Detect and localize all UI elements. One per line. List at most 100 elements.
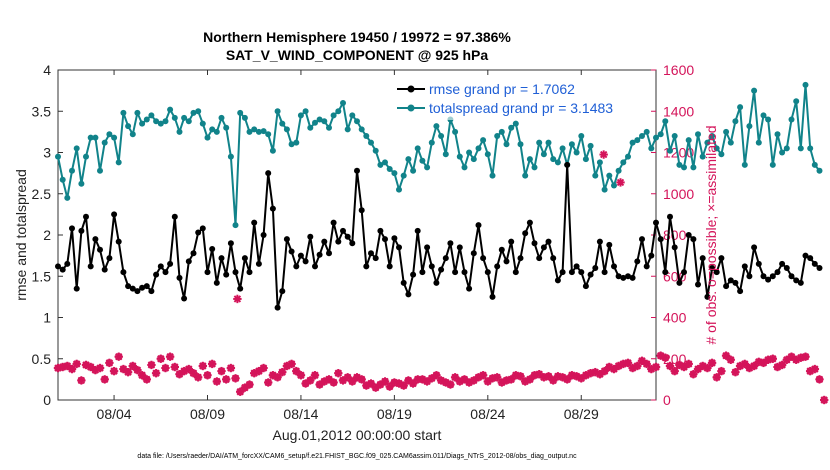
obs-assimilated-point [109, 366, 119, 376]
rmse-point [213, 279, 220, 286]
spread-point [811, 161, 818, 168]
spread-point [148, 112, 155, 119]
legend: rmse grand pr = 1.7062 totalspread grand… [392, 77, 620, 120]
obs-assimilated-point-stroke [759, 359, 768, 367]
obs-assimilated-point-stroke [371, 383, 380, 392]
obs-assimilated-point-stroke [437, 376, 445, 385]
obs-assimilated-point-stroke [395, 379, 403, 388]
obs-assimilated-point-stroke [451, 373, 459, 382]
rmse-point [419, 269, 426, 276]
obs-assimilated-point [324, 375, 334, 384]
obs-assimilated-point [72, 359, 81, 369]
rmse-point [774, 269, 781, 276]
spread-point [97, 167, 103, 174]
spread-point [368, 139, 374, 146]
spread-point [629, 139, 636, 146]
rmse-point [620, 274, 627, 281]
rmse-point [554, 277, 561, 284]
x-tick-label: 08/14 [283, 406, 318, 422]
obs-assimilated-point-stroke [115, 352, 123, 361]
rmse-point [246, 269, 253, 276]
rmse-point [125, 283, 132, 290]
rmse-point [372, 255, 379, 262]
y-axis-label: rmse and totalspread [13, 169, 29, 301]
rmse-point [358, 207, 365, 214]
rmse-point [466, 285, 473, 292]
spread-point [442, 151, 449, 158]
obs-assimilated-point-stroke [675, 361, 684, 369]
rmse-point [167, 260, 174, 267]
rmse-point [368, 250, 374, 257]
obs-assimilated-point-stroke [241, 383, 249, 392]
obs-assimilated-point-stroke [245, 380, 254, 389]
obs-assimilated-point-stroke [82, 361, 90, 369]
rmse-point [625, 273, 631, 280]
obs-assimilated-point [483, 377, 493, 386]
spread-point [64, 194, 71, 201]
y-right-tick-label: 1400 [663, 103, 694, 119]
rmse-point [526, 219, 533, 226]
rmse-point [531, 240, 538, 247]
rmse-point [522, 230, 529, 237]
spread-point [596, 159, 603, 166]
obs-assimilated-point-stroke [231, 374, 240, 383]
rmse-point [176, 274, 183, 281]
obs-assimilated-point-stroke [684, 360, 693, 368]
obs-assimilated-point-stroke [315, 380, 324, 389]
obs-assimilated-point [95, 363, 105, 373]
chart-title: Northern Hemisphere 19450 / 19972 = 97.3… [203, 29, 511, 45]
obs-assimilated-point [193, 373, 203, 382]
obs-assimilated-point-stroke [217, 367, 226, 375]
obs-assimilated-point-stroke [404, 376, 413, 385]
spread-point [87, 134, 94, 141]
rmse-point [344, 233, 351, 240]
obs-assimilated-point-stroke [77, 376, 86, 385]
spread-point [251, 126, 258, 133]
y-tick-label: 0.5 [32, 351, 52, 367]
obs-assimilated-point [207, 359, 217, 369]
rmse-point [307, 233, 314, 240]
rmse-point [354, 167, 360, 174]
obs-assimilated-point-stroke [152, 369, 160, 377]
x-tick-label: 08/09 [190, 406, 225, 422]
rmse-point [293, 263, 300, 270]
spread-point [377, 161, 384, 168]
rmse-point [340, 227, 346, 234]
obs-assimilated-point-stroke [783, 356, 791, 364]
spread-point [209, 126, 216, 133]
rmse-point [489, 293, 496, 300]
obs-extra-point [616, 178, 625, 187]
spread-point [265, 131, 272, 138]
rmse-point [765, 276, 772, 283]
obs-assimilated-point [408, 379, 418, 388]
rmse-point [494, 263, 501, 270]
spread-point [237, 109, 244, 116]
rmse-point [769, 273, 776, 280]
obs-assimilated-point-stroke [199, 362, 207, 370]
spread-point [335, 108, 342, 115]
spread-point [657, 131, 664, 138]
rmse-point [503, 258, 510, 265]
obs-assimilated-point-stroke [339, 376, 347, 385]
rmse-point [428, 263, 435, 270]
obs-assimilated-point [595, 370, 605, 379]
spread-point [55, 153, 61, 160]
rmse-point [695, 281, 701, 288]
obs-assimilated-point [221, 375, 231, 384]
x-axis-label: Aug.01,2012 00:00:00 start [273, 427, 442, 443]
rmse-point [69, 225, 75, 232]
spread-point [489, 172, 496, 179]
spread-point [396, 186, 402, 193]
rmse-point [78, 227, 85, 234]
rmse-point [755, 260, 762, 267]
spread-point [111, 134, 118, 141]
obs-assimilated-point-stroke [119, 365, 128, 373]
obs-assimilated-point [563, 375, 572, 384]
spread-point [78, 180, 85, 187]
rmse-point [199, 225, 206, 232]
obs-assimilated-point [165, 352, 175, 361]
rmse-point [611, 263, 617, 270]
rmse-point [517, 255, 524, 262]
obs-assimilated-point [782, 355, 792, 364]
